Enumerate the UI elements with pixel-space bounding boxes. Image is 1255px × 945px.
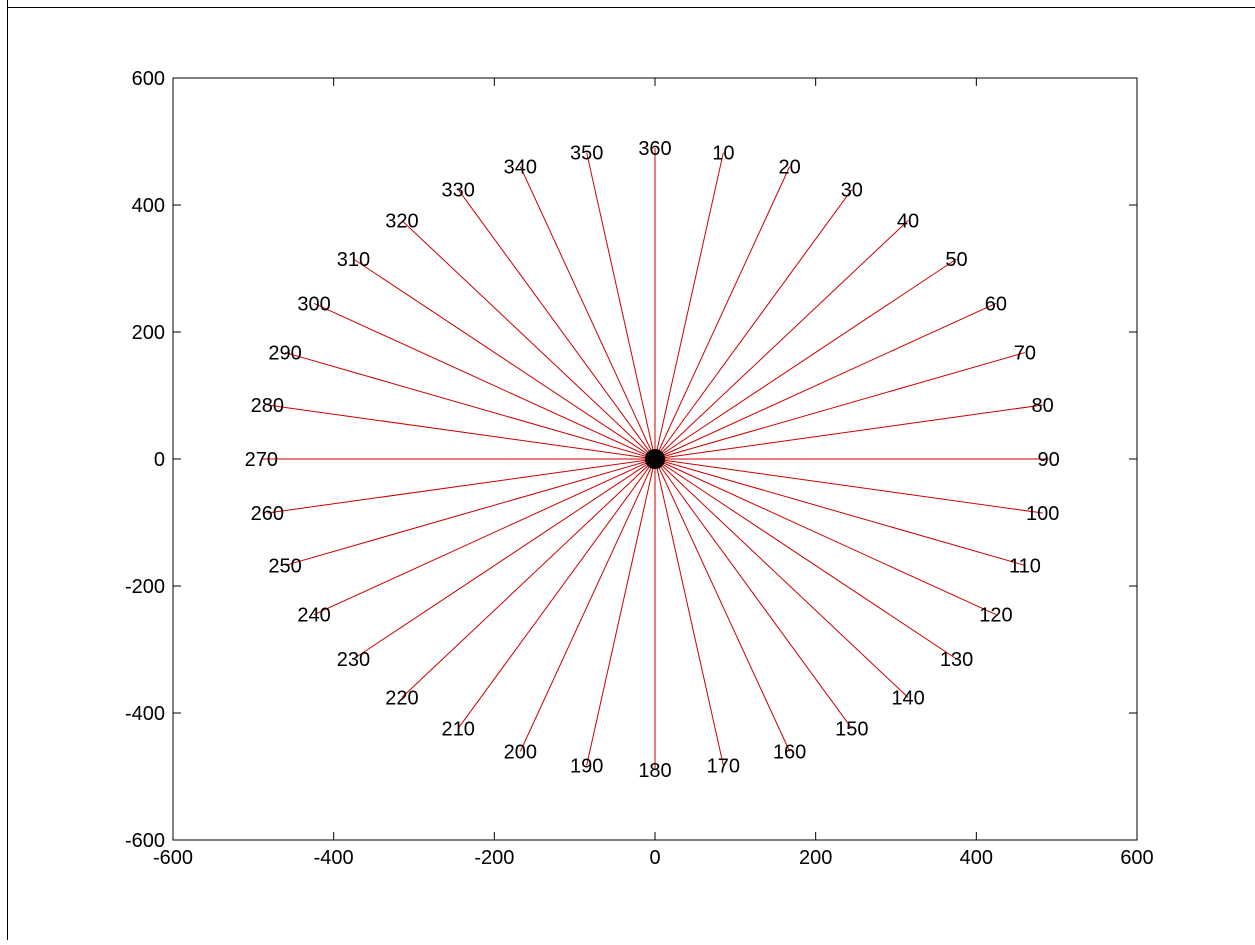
ray-label: 200 — [504, 741, 537, 763]
y-tick-label: 200 — [132, 322, 165, 344]
ray-label: 290 — [268, 343, 301, 365]
x-tick-label: -400 — [314, 847, 354, 869]
ray-label: 280 — [251, 395, 284, 417]
y-tick-label: 400 — [132, 195, 165, 217]
y-tick-label: -200 — [125, 576, 165, 598]
ray-label: 40 — [897, 211, 919, 233]
ray-label: 60 — [985, 293, 1007, 315]
ray-label: 80 — [1032, 395, 1054, 417]
y-tick-label: 600 — [132, 68, 165, 90]
ray-label: 170 — [707, 755, 740, 777]
ray-label: 10 — [712, 143, 734, 165]
ray-label: 240 — [297, 605, 330, 627]
ray-label: 230 — [337, 649, 370, 671]
ray-label: 30 — [841, 180, 863, 202]
ray-label: 190 — [570, 755, 603, 777]
ray-label: 310 — [337, 249, 370, 271]
ray-label: 90 — [1038, 449, 1060, 471]
ray-label: 150 — [835, 718, 868, 740]
ray-label: 160 — [773, 741, 806, 763]
x-tick-label: 200 — [799, 847, 832, 869]
ray-label: 100 — [1026, 503, 1059, 525]
x-tick-label: 600 — [1120, 847, 1153, 869]
center-point-marker — [645, 449, 665, 469]
ray-label: 340 — [504, 157, 537, 179]
ray-label: 120 — [979, 605, 1012, 627]
ray-label: 270 — [245, 449, 278, 471]
x-tick-label: 400 — [960, 847, 993, 869]
x-tick-label: 0 — [649, 847, 660, 869]
ray-label: 300 — [297, 293, 330, 315]
ray-label: 330 — [441, 180, 474, 202]
ray-label: 140 — [891, 687, 924, 709]
ray-label: 70 — [1014, 343, 1036, 365]
ray-label: 350 — [570, 143, 603, 165]
ray-label: 110 — [1009, 555, 1041, 577]
ray-label: 250 — [268, 555, 301, 577]
ray-label: 320 — [385, 211, 418, 233]
ray-label: 20 — [779, 157, 801, 179]
y-tick-label: -600 — [125, 830, 165, 852]
ray-label: 360 — [638, 138, 671, 160]
ray-label: 260 — [251, 503, 284, 525]
ray-label: 130 — [940, 649, 973, 671]
ray-label: 180 — [638, 760, 671, 782]
ray-label: 50 — [945, 249, 967, 271]
y-tick-label: 0 — [154, 449, 165, 471]
x-tick-label: -200 — [474, 847, 514, 869]
ray-label: 220 — [385, 687, 418, 709]
ray-label: 210 — [441, 718, 474, 740]
y-tick-label: -400 — [125, 703, 165, 725]
